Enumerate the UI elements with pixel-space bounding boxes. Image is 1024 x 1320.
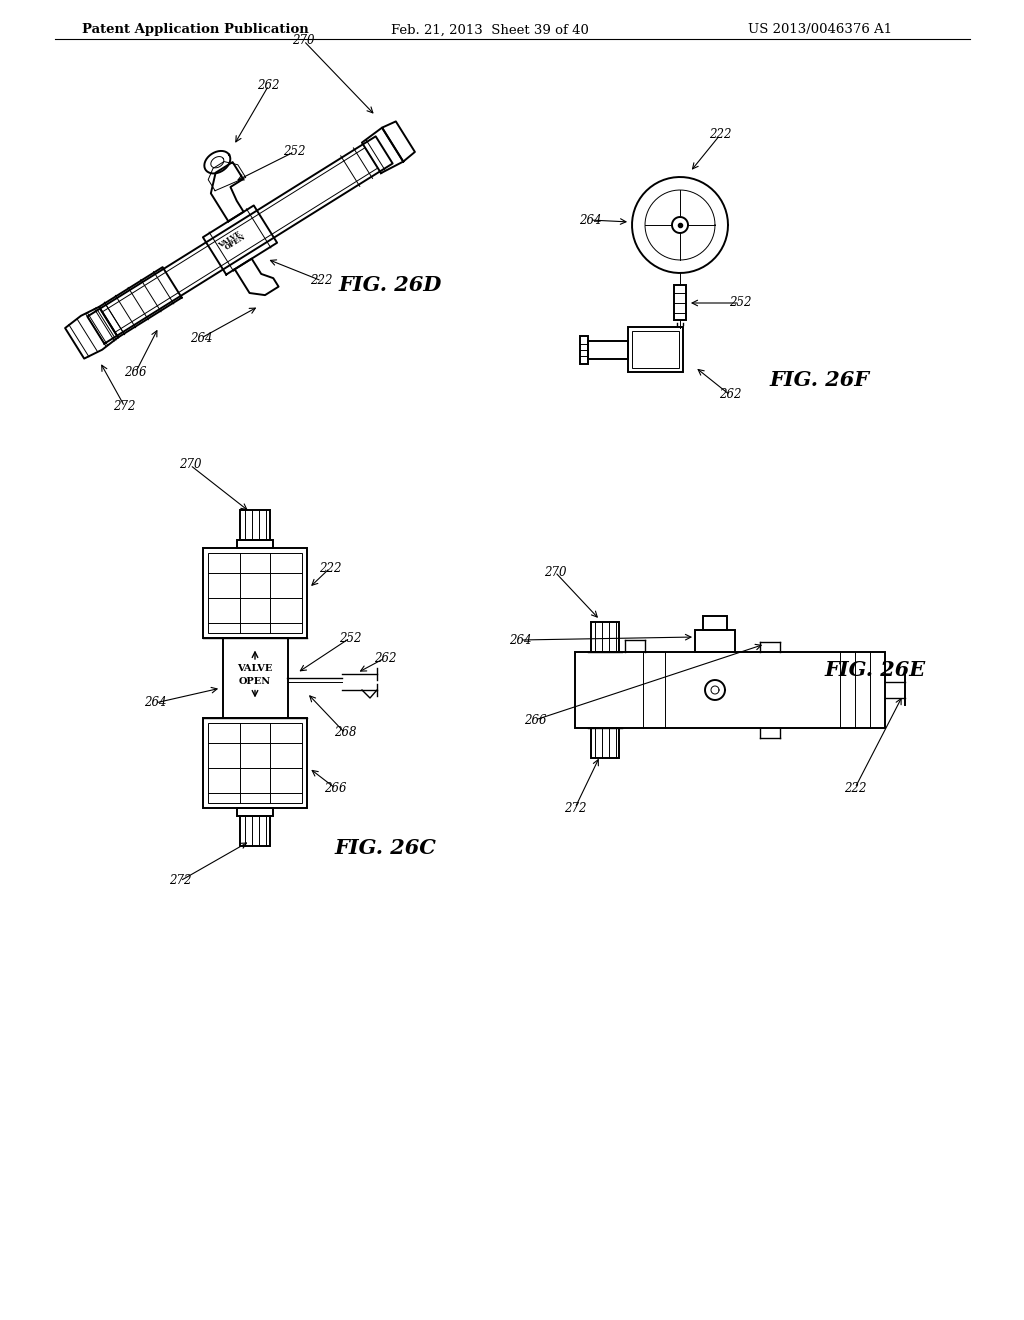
Text: 264: 264 [143,697,166,710]
Bar [591,729,618,758]
Text: 252: 252 [729,297,752,309]
Text: 266: 266 [125,366,147,379]
Text: FIG. 26E: FIG. 26E [824,660,926,680]
Text: Patent Application Publication: Patent Application Publication [82,24,308,37]
Bar [237,540,273,548]
Text: 266: 266 [523,714,546,726]
Bar [695,630,735,652]
Text: 268: 268 [334,726,356,739]
Text: 264: 264 [579,214,601,227]
Bar [203,718,307,808]
Text: VALVE: VALVE [238,664,272,673]
Bar [588,341,628,359]
Bar [240,510,270,540]
Text: 264: 264 [189,331,212,345]
Text: 222: 222 [844,781,866,795]
Text: 262: 262 [719,388,741,401]
Text: US 2013/0046376 A1: US 2013/0046376 A1 [748,24,892,37]
Bar [575,652,885,729]
Bar [628,327,683,372]
Text: 222: 222 [709,128,731,141]
Bar [580,337,588,364]
Text: 222: 222 [318,561,341,574]
Bar [223,638,288,718]
Text: 252: 252 [339,631,361,644]
Text: 272: 272 [564,801,587,814]
Text: FIG. 26F: FIG. 26F [770,370,870,389]
Bar [237,808,273,816]
Bar [208,553,302,634]
Text: 270: 270 [179,458,202,471]
Bar [240,816,270,846]
Bar [591,622,618,652]
Text: 262: 262 [257,79,280,92]
Text: 222: 222 [310,275,333,288]
Text: Feb. 21, 2013  Sheet 39 of 40: Feb. 21, 2013 Sheet 39 of 40 [391,24,589,37]
Text: OPEN: OPEN [239,677,271,686]
Bar [674,285,686,319]
Bar [703,616,727,630]
Text: 252: 252 [284,145,306,158]
Text: VALVE: VALVE [217,230,243,249]
Text: 272: 272 [114,400,136,413]
Text: 270: 270 [293,34,315,48]
Text: 270: 270 [544,565,566,578]
Text: OPEN: OPEN [224,234,248,252]
Bar [632,331,679,368]
Text: 272: 272 [169,874,191,887]
Text: FIG. 26D: FIG. 26D [338,275,441,294]
Text: FIG. 26C: FIG. 26C [334,838,436,858]
Bar [203,548,307,638]
Text: 266: 266 [324,781,346,795]
Text: 262: 262 [374,652,396,664]
Text: 264: 264 [509,634,531,647]
Bar [208,723,302,803]
